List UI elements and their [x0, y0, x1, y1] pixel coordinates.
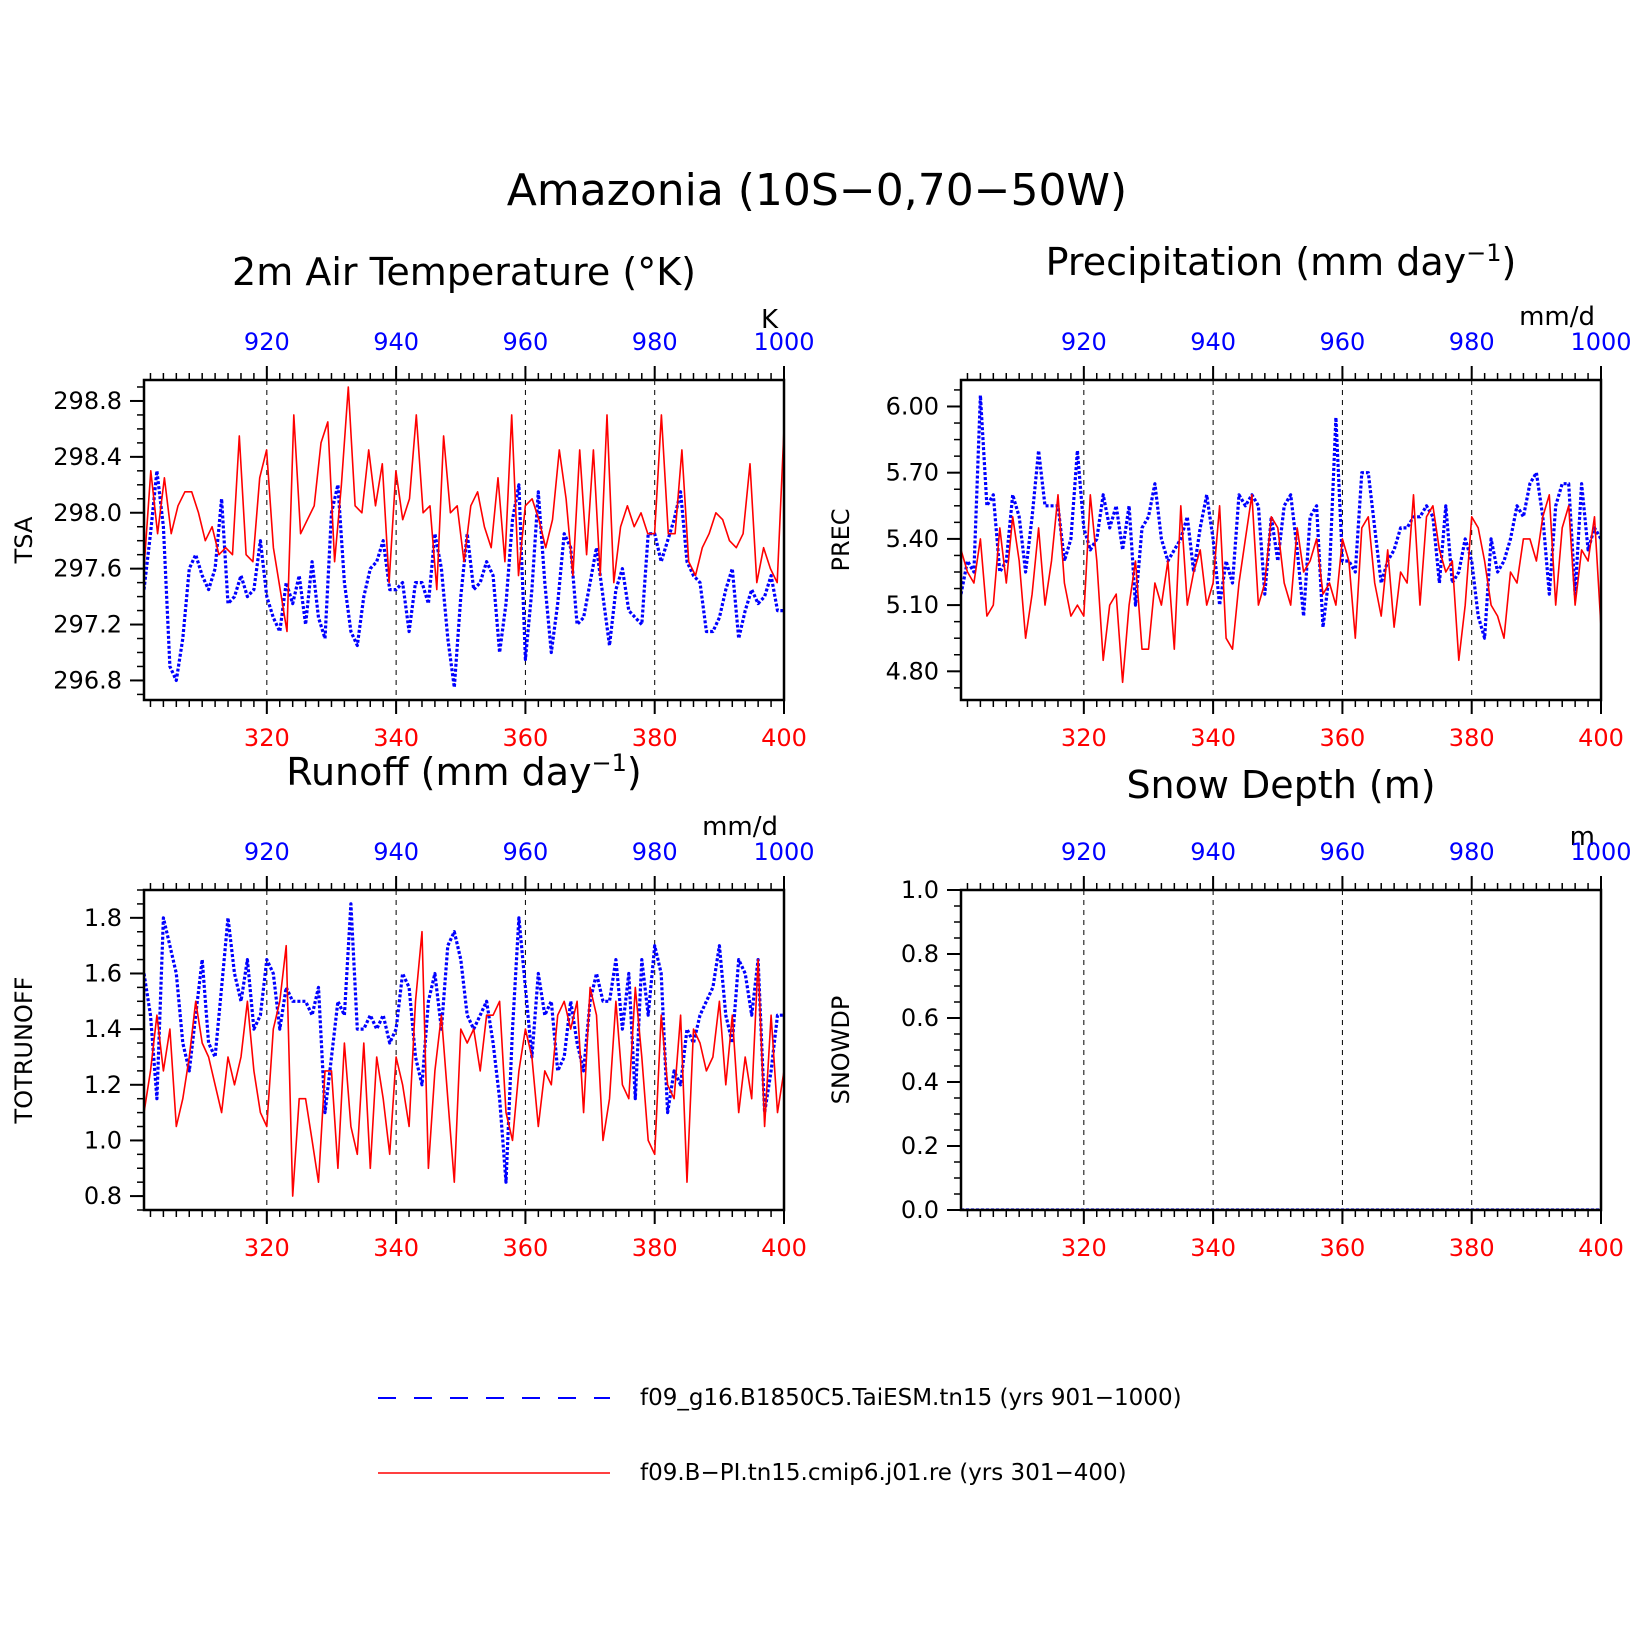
panel-2-x-top-tick-label: 980 [1449, 328, 1495, 356]
panel-1-x-tick-label: 320 [244, 724, 290, 752]
panel-2-x-top-tick-label: 940 [1190, 328, 1236, 356]
panel-2-ylabel: PREC [827, 508, 855, 571]
panel-1-x-top-tick-label: 980 [632, 328, 678, 356]
figure-title: Amazonia (10S−0,70−50W) [507, 165, 1127, 216]
panel-4-y-tick-label: 0.8 [901, 940, 939, 968]
panel-1: 2m Air Temperature (°K) K TSA 320 340 360 380 4… [10, 250, 815, 752]
panel-4-y-tick-label: 0.2 [901, 1132, 939, 1160]
panel-2-series-a-line [961, 393, 1601, 640]
panel-4-x-top-tick-label: 920 [1061, 838, 1107, 866]
panel-3-x-tick-label: 340 [373, 1234, 419, 1262]
panel-2-y-tick-label: 5.10 [886, 591, 939, 619]
panel-3-x-tick-label: 360 [503, 1234, 549, 1262]
panel-3-x-top-tick-label: 940 [373, 838, 419, 866]
panel-2-units-label: mm/d [1519, 302, 1595, 332]
panel-2-y-tick-label: 4.80 [886, 657, 939, 685]
panel-3-x-top-tick-label: 960 [503, 838, 549, 866]
panel-1-x-top-tick-label: 920 [244, 328, 290, 356]
panel-3-ylabel: TOTRUNOFF [10, 977, 38, 1125]
panel-2-x-tick-label: 360 [1320, 724, 1366, 752]
panel-3-x-tick-label: 380 [632, 1234, 678, 1262]
panel-3-x-top-tick-label: 980 [632, 838, 678, 866]
legend: f09_g16.B1850C5.TaiESM.tn15 (yrs 901−100… [378, 1385, 1182, 1486]
panel-4-x-top-tick-label: 960 [1320, 838, 1366, 866]
panel-4-x-top-tick-label: 1000 [1570, 838, 1631, 866]
panel-1-y-tick-label: 297.2 [53, 611, 122, 639]
panel-4-ylabel: SNOWDP [827, 996, 855, 1105]
panel-2: Precipitation (mm day−1)mm/d PREC 320 340 36… [827, 239, 1632, 752]
panel-1-x-tick-label: 360 [503, 724, 549, 752]
panel-2-x-tick-label: 380 [1449, 724, 1495, 752]
panel-2-title: Precipitation (mm day−1) [1046, 239, 1517, 284]
panel-3-x-tick-label: 400 [761, 1234, 807, 1262]
panel-2-frame [959, 378, 1603, 702]
panel-4-units-label: m [1570, 822, 1595, 852]
panel-2-x-tick-label: 340 [1190, 724, 1236, 752]
panel-3-title: Runoff (mm day−1) [286, 749, 641, 794]
panel-1-x-top-tick-label: 960 [503, 328, 549, 356]
panel-3-x-top-tick-label: 1000 [753, 838, 814, 866]
panel-2-x-top-tick-label: 920 [1061, 328, 1107, 356]
panel-3-series-b-line [144, 930, 784, 1197]
panel-4-title: Snow Depth (m) [1126, 763, 1435, 807]
panel-3: Runoff (mm day−1) mm/d TOTRUNOFF 320 340 360 3… [10, 749, 815, 1262]
panel-4-x-tick-label: 340 [1190, 1234, 1236, 1262]
panel-3-x-tick-label: 320 [244, 1234, 290, 1262]
panel-1-y-tick-label: 298.8 [53, 387, 122, 415]
legend-label-series-b: f09.B−PI.tn15.cmip6.j01.re (yrs 301−400) [640, 1460, 1127, 1486]
panel-3-y-tick-label: 1.4 [84, 1015, 122, 1043]
legend-label-series-a: f09_g16.B1850C5.TaiESM.tn15 (yrs 901−100… [640, 1385, 1182, 1411]
panel-4-x-top-tick-label: 940 [1190, 838, 1236, 866]
panel-3-y-tick-label: 1.0 [84, 1126, 122, 1154]
panel-4-x-tick-label: 380 [1449, 1234, 1495, 1262]
panel-4-x-tick-label: 320 [1061, 1234, 1107, 1262]
panel-3-units-label: mm/d [702, 812, 778, 842]
panel-4-x-top-tick-label: 980 [1449, 838, 1495, 866]
panel-4-y-tick-label: 0.6 [901, 1004, 939, 1032]
panel-4-y-tick-label: 0.4 [901, 1068, 939, 1096]
panel-2-x-top-tick-label: 1000 [1570, 328, 1631, 356]
panel-1-series-b-line [144, 386, 784, 633]
panel-4-y-tick-label: 1.0 [901, 876, 939, 904]
panel-1-x-top-tick-label: 940 [373, 328, 419, 356]
panel-3-frame [142, 888, 786, 1212]
panel-4-x-tick-label: 400 [1578, 1234, 1624, 1262]
panel-3-y-tick-label: 1.2 [84, 1071, 122, 1099]
panel-4-frame [959, 888, 1603, 1212]
panel-1-y-tick-label: 298.4 [53, 443, 122, 471]
panel-1-title: 2m Air Temperature (°K) [232, 250, 696, 294]
panel-1-units-label: K [761, 305, 779, 335]
panel-2-series-b-line [961, 494, 1601, 684]
panel-1-x-tick-label: 400 [761, 724, 807, 752]
panel-3-y-tick-label: 1.6 [84, 959, 122, 987]
panel-2-y-tick-label: 6.00 [886, 392, 939, 420]
panel-3-series-a-line [144, 902, 784, 1184]
panel-2-x-tick-label: 400 [1578, 724, 1624, 752]
panel-1-x-tick-label: 380 [632, 724, 678, 752]
panel-2-x-top-tick-label: 960 [1320, 328, 1366, 356]
panel-3-x-top-tick-label: 920 [244, 838, 290, 866]
panel-1-x-top-tick-label: 1000 [753, 328, 814, 356]
panel-1-y-tick-label: 298.0 [53, 499, 122, 527]
panel-1-y-tick-label: 297.6 [53, 555, 122, 583]
panel-4-y-tick-label: 0.0 [901, 1196, 939, 1224]
panel-2-x-tick-label: 320 [1061, 724, 1107, 752]
panel-2-y-tick-label: 5.40 [886, 525, 939, 553]
panel-4-x-tick-label: 360 [1320, 1234, 1366, 1262]
panel-4: Snow Depth (m) m SNOWDP 320 340 360 380 400 920 9… [827, 763, 1632, 1262]
panel-1-series-a-line [144, 469, 784, 689]
panel-3-y-tick-label: 1.8 [84, 904, 122, 932]
panel-1-ylabel: TSA [10, 516, 38, 564]
panel-2-y-tick-label: 5.70 [886, 459, 939, 487]
panel-3-y-tick-label: 0.8 [84, 1182, 122, 1210]
panel-1-x-tick-label: 340 [373, 724, 419, 752]
panel-1-y-tick-label: 296.8 [53, 666, 122, 694]
